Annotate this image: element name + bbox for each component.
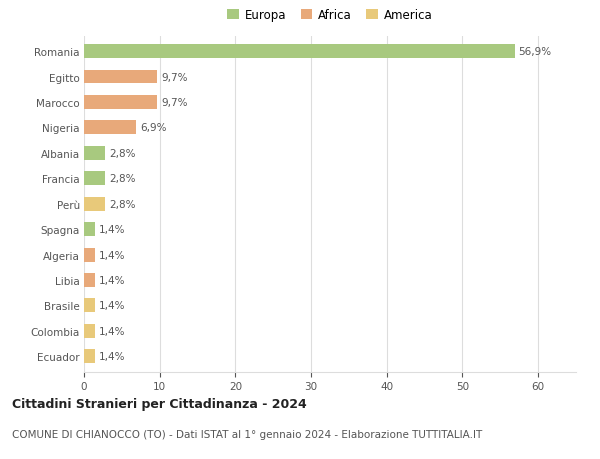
- Text: 1,4%: 1,4%: [98, 275, 125, 285]
- Bar: [84, 197, 105, 211]
- Text: 2,8%: 2,8%: [109, 149, 136, 158]
- Text: COMUNE DI CHIANOCCO (TO) - Dati ISTAT al 1° gennaio 2024 - Elaborazione TUTTITAL: COMUNE DI CHIANOCCO (TO) - Dati ISTAT al…: [12, 429, 482, 439]
- Bar: [84, 146, 105, 161]
- Text: 2,8%: 2,8%: [109, 199, 136, 209]
- Text: 2,8%: 2,8%: [109, 174, 136, 184]
- Bar: [84, 45, 515, 59]
- Text: 1,4%: 1,4%: [98, 326, 125, 336]
- Text: 1,4%: 1,4%: [98, 352, 125, 362]
- Bar: [84, 350, 95, 364]
- Text: 1,4%: 1,4%: [98, 224, 125, 235]
- Text: 1,4%: 1,4%: [98, 301, 125, 311]
- Bar: [84, 223, 95, 237]
- Legend: Europa, Africa, America: Europa, Africa, America: [225, 6, 435, 24]
- Text: 9,7%: 9,7%: [161, 98, 188, 108]
- Bar: [84, 274, 95, 287]
- Bar: [84, 299, 95, 313]
- Text: 6,9%: 6,9%: [140, 123, 167, 133]
- Bar: [84, 248, 95, 262]
- Bar: [84, 172, 105, 186]
- Text: Cittadini Stranieri per Cittadinanza - 2024: Cittadini Stranieri per Cittadinanza - 2…: [12, 397, 307, 410]
- Bar: [84, 96, 157, 110]
- Bar: [84, 324, 95, 338]
- Bar: [84, 121, 136, 135]
- Text: 56,9%: 56,9%: [518, 47, 551, 57]
- Bar: [84, 70, 157, 84]
- Text: 9,7%: 9,7%: [161, 73, 188, 82]
- Text: 1,4%: 1,4%: [98, 250, 125, 260]
